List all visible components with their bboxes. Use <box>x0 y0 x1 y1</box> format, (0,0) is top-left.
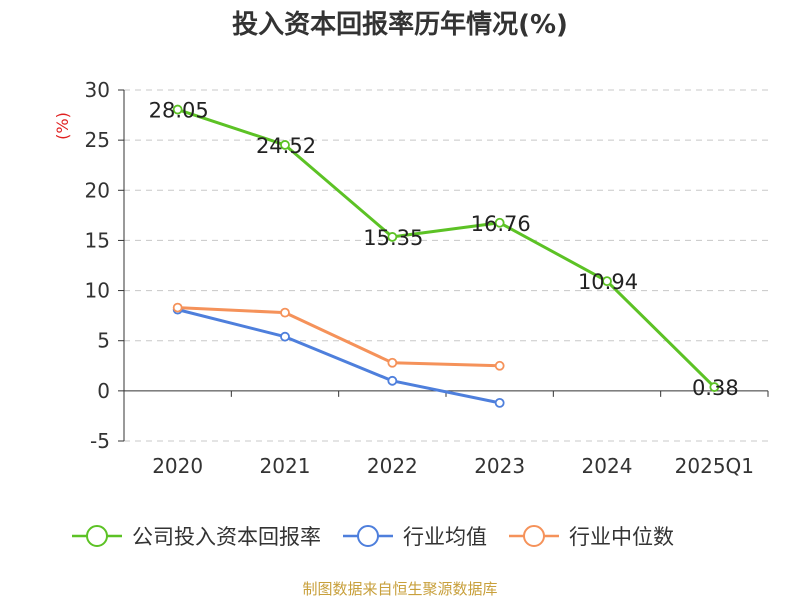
y-axis-label: (%) <box>53 112 72 140</box>
data-point <box>709 382 720 392</box>
data-label: 0.38 <box>692 376 739 400</box>
y-tick-label: 20 <box>85 178 110 202</box>
series-line <box>177 306 500 368</box>
data-point <box>280 331 290 342</box>
axes: -5 0 5 10 15 20 25 30 2020 2021 2022 2023 2024 2025Q1… <box>53 78 769 478</box>
data-point <box>494 360 505 371</box>
data-label: 24.52 <box>256 134 316 158</box>
y-tick-label: 30 <box>85 78 110 102</box>
data-label: 10.94 <box>578 270 638 294</box>
data-point <box>602 276 612 287</box>
data-point <box>172 104 183 115</box>
data-point <box>494 217 505 228</box>
legend: 公司投入资本回报率 行业均值 行业中位数 <box>72 525 674 549</box>
legend-label: 行业中位数 <box>569 525 674 549</box>
data-point <box>387 232 398 242</box>
y-tick-label: 15 <box>85 228 110 252</box>
data-label: 15.35 <box>363 226 423 250</box>
data-point <box>280 140 290 150</box>
data-point <box>280 307 290 318</box>
y-tick-label: -5 <box>90 429 110 453</box>
x-tick-label: 2022 <box>367 454 418 478</box>
legend-label: 行业均值 <box>403 525 487 549</box>
data-point <box>387 357 398 368</box>
x-tick-label: 2024 <box>582 454 633 478</box>
legend-marker <box>357 525 379 547</box>
data-point <box>387 375 398 386</box>
data-label: 16.76 <box>471 212 531 236</box>
data-point <box>172 302 183 313</box>
legend-label: 公司投入资本回报率 <box>132 525 321 549</box>
data-source-note: 制图数据来自恒生聚源数据库 <box>302 580 498 598</box>
series-layer <box>172 104 720 408</box>
series-line <box>177 108 716 389</box>
series-line <box>177 308 500 405</box>
data-point <box>494 397 505 408</box>
data-label: 28.05 <box>149 99 209 123</box>
legend-marker <box>523 525 545 547</box>
x-tick-label: 2020 <box>152 454 203 478</box>
y-tick-label: 25 <box>85 128 110 152</box>
y-tick-label: 0 <box>97 379 110 403</box>
chart-title: 投入资本回报率历年情况(%) <box>232 10 568 40</box>
y-tick-label: 5 <box>97 329 110 353</box>
x-tick-label: 2023 <box>474 454 525 478</box>
data-labels: 28.05 24.52 15.35 16.76 10.94 0.38 <box>149 99 739 400</box>
legend-marker <box>86 525 108 547</box>
x-tick-label: 2025Q1 <box>675 454 754 478</box>
grid-lines <box>124 89 768 442</box>
x-tick-label: 2021 <box>260 454 311 478</box>
y-tick-label: 10 <box>85 279 110 303</box>
